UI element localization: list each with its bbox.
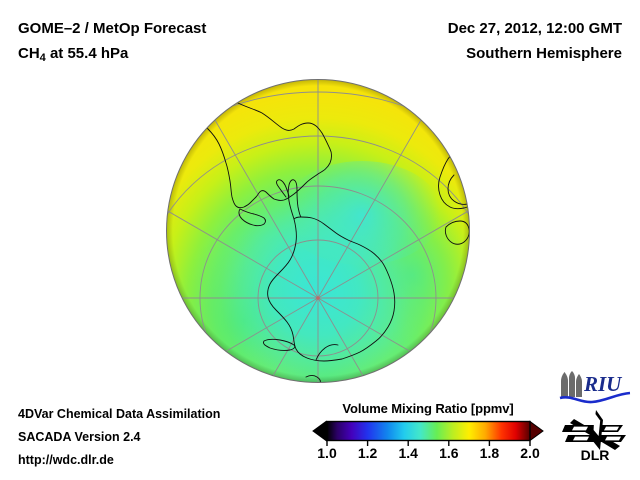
title-line: GOME–2 / MetOp Forecast [18, 20, 207, 37]
coastline-australia [379, 372, 422, 383]
credit-url: http://wdc.dlr.de [18, 453, 114, 467]
colorbar-graphic [312, 420, 544, 442]
polar-map [166, 79, 470, 383]
coastline-south-america [182, 82, 332, 209]
colorbar-tick-label: 2.0 [520, 445, 540, 461]
coastline-antarctic-peninsula [287, 179, 302, 220]
riu-wordmark: RIU [583, 372, 623, 396]
globe-svg [166, 79, 470, 383]
species-label: CH [18, 45, 40, 62]
coastline-madagascar [444, 220, 470, 245]
species-subscript: 4 [39, 52, 46, 64]
colorbar-ramp [326, 420, 531, 442]
colorbar-ticks: 1.0 1.2 1.4 1.6 1.8 2.0 [312, 441, 544, 463]
coastline-ross-inlet [315, 344, 339, 361]
riu-logo: RIU [558, 371, 632, 405]
colorbar-tick-label: 1.4 [398, 445, 418, 461]
hemisphere-label: Southern Hemisphere [466, 45, 622, 62]
colorbar-tick-label: 1.6 [439, 445, 459, 461]
coastline-antarctica [267, 216, 396, 362]
south-pole-marker [316, 296, 320, 300]
pressure-level-label: at 55.4 hPa [45, 45, 129, 62]
colorbar-tick-label: 1.2 [357, 445, 378, 461]
coastline-peninsula-tip [276, 179, 290, 198]
coastline-africa-inner [447, 174, 469, 205]
colorbar-title: Volume Mixing Ratio [ppmv] [342, 401, 514, 416]
coastline-africa [438, 140, 470, 210]
riu-logo-svg: RIU [559, 371, 631, 404]
riu-wave-icon [559, 391, 631, 404]
coastline-tierra-del-fuego [238, 208, 266, 227]
colorbar-tick-label: 1.0 [317, 445, 337, 461]
coastline-falklands [263, 338, 296, 351]
credit-version: SACADA Version 2.4 [18, 430, 141, 444]
dlr-wordmark: DLR [581, 447, 610, 462]
riu-towers-icon [561, 371, 582, 397]
globe-limb [166, 79, 470, 383]
coastline-new-zealand [305, 375, 321, 383]
species-level-line: CH4 at 55.4 hPa [18, 41, 206, 71]
dlr-mark-cutouts [572, 412, 621, 441]
colorbar-block: Volume Mixing Ratio [ppmv] 1.0 1.2 1.4 1.6 1… [312, 401, 544, 463]
colorbar-tickmarks [326, 441, 531, 446]
colorbar-over-arrow [529, 420, 544, 442]
colorbar-svg [312, 420, 544, 442]
dlr-logo-svg: DLR [562, 410, 626, 463]
timestamp-label: Dec 27, 2012, 12:00 GMT [447, 20, 622, 37]
colorbar-tick-label: 1.8 [479, 445, 500, 461]
credit-method: 4DVar Chemical Data Assimilation [18, 407, 221, 421]
header-left: GOME–2 / MetOp Forecast CH4 at 55.4 hPa [18, 16, 206, 71]
credits-block: 4DVar Chemical Data Assimilation SACADA … [18, 403, 220, 472]
dlr-logo: DLR [562, 410, 632, 463]
header-right: Dec 27, 2012, 12:00 GMT Southern Hemisph… [448, 16, 622, 66]
colorbar-under-arrow [312, 420, 327, 442]
